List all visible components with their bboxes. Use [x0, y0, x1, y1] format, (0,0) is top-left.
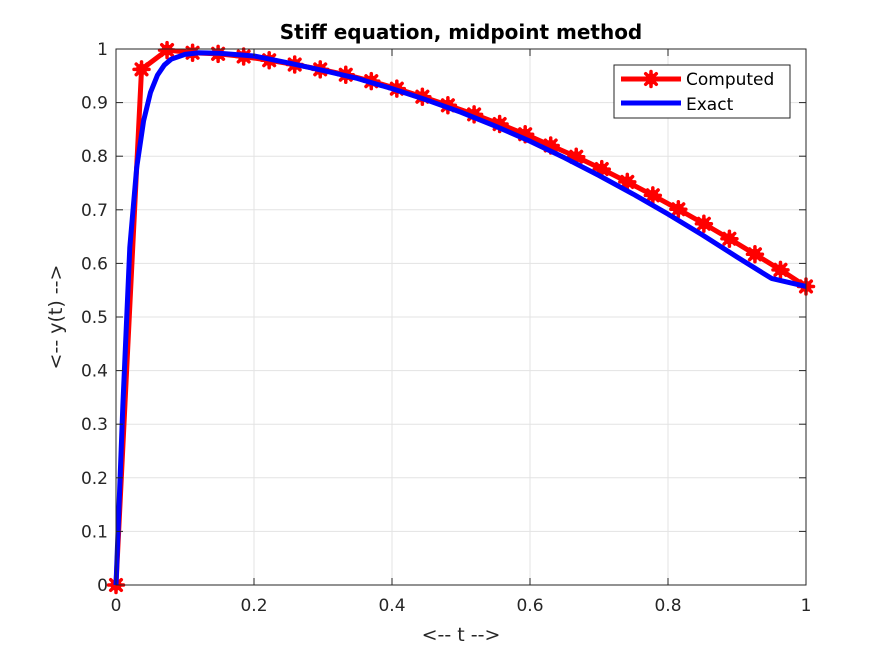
y-tick-label: 0 — [97, 576, 108, 596]
y-tick-label: 0.2 — [81, 469, 108, 489]
x-tick-label: 0.2 — [240, 596, 267, 616]
series-computed-point — [771, 260, 790, 280]
series-computed-point — [720, 229, 739, 248]
legend: Computed Exact — [613, 64, 791, 119]
y-tick-label: 0.5 — [81, 308, 108, 328]
y-axis-label: <-- y(t) --> — [45, 265, 67, 370]
y-tick-label: 1 — [97, 40, 108, 60]
series-layer — [106, 40, 816, 595]
y-tick-label: 0.1 — [81, 522, 108, 542]
x-tick-label: 0.8 — [654, 596, 681, 616]
legend-computed-marker — [641, 69, 661, 89]
x-tick-label: 0.4 — [378, 596, 405, 616]
x-tick-label: 0.6 — [516, 596, 543, 616]
legend-box — [613, 64, 791, 119]
series-computed-point — [694, 214, 714, 233]
chart-title: Stiff equation, midpoint method — [280, 20, 643, 44]
legend-computed-label: Computed — [686, 70, 774, 90]
y-tick-label: 0.4 — [81, 362, 108, 382]
legend-exact-label: Exact — [686, 95, 734, 115]
series-computed-point — [157, 40, 177, 60]
y-tick-label: 0.7 — [81, 201, 108, 221]
legend-computed-asterisk — [641, 69, 661, 89]
series-computed-point — [669, 200, 688, 219]
x-axis-label: <-- t --> — [422, 624, 501, 646]
plot-area: 0 0.2 0.4 0.6 0.8 1 0 0.1 0.2 0.3 0.4 0.5 0.6 0.7 0.8 0… — [81, 40, 816, 616]
y-tick-label: 0.9 — [81, 94, 108, 114]
series-computed-point — [643, 186, 663, 205]
ticks: 0 0.2 0.4 0.6 0.8 1 0 0.1 0.2 0.3 0.4 0.5 0.6 0.7 0.8 0… — [81, 40, 811, 616]
y-tick-label: 0.3 — [81, 415, 108, 435]
series-computed-point — [618, 172, 637, 192]
x-tick-label: 1 — [801, 596, 812, 616]
series-exact-line — [113, 50, 807, 586]
y-tick-label: 0.8 — [81, 147, 108, 167]
y-tick-label: 0.6 — [81, 254, 108, 274]
series-computed-point — [745, 245, 765, 264]
series-computed-point — [132, 60, 151, 79]
x-tick-label: 0 — [111, 596, 122, 616]
